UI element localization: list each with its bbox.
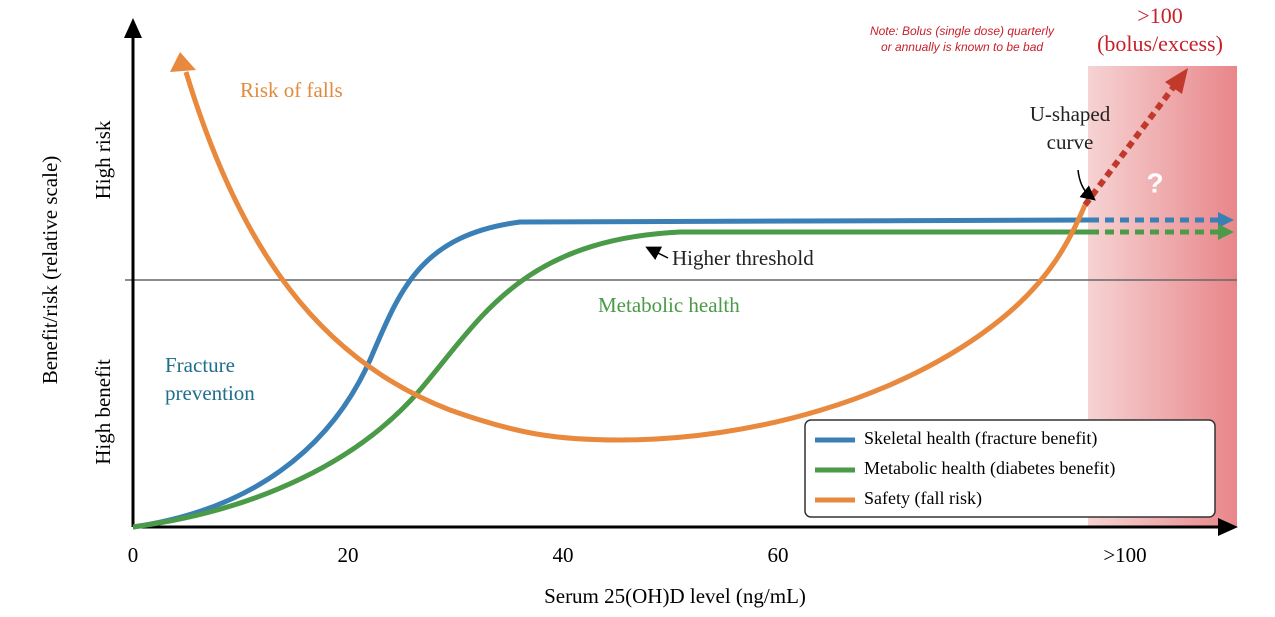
x-tick-label: 40	[553, 543, 574, 567]
label: U-shaped	[1030, 102, 1111, 126]
y-arrow	[124, 18, 142, 38]
label: Higher threshold	[672, 246, 814, 270]
x-tick-label: >100	[1103, 543, 1146, 567]
threshold-pointer	[645, 246, 669, 261]
label: curve	[1047, 130, 1094, 154]
metabolic-curve	[132, 229, 1090, 530]
label: Metabolic health	[598, 293, 740, 317]
excess-arrow	[1165, 68, 1188, 94]
x-tick-label: 20	[338, 543, 359, 567]
legend-box	[804, 419, 1216, 518]
x-tick-label: 60	[768, 543, 789, 567]
excess-label: (bolus/excess)	[1097, 31, 1223, 56]
u-pointer	[1077, 169, 1096, 201]
x-label: Serum 25(OH)D level (ng/mL)	[544, 584, 806, 608]
excess-dashed	[1082, 83, 1178, 207]
label: prevention	[165, 381, 255, 405]
legend-label: Skeletal health (fracture benefit)	[864, 428, 1097, 449]
x-arrow	[1218, 518, 1238, 536]
legend-label: Safety (fall risk)	[864, 488, 982, 509]
note: or annually is known to be bad	[881, 40, 1043, 54]
y-level: High risk	[91, 120, 115, 199]
skeletal-arrow	[1218, 212, 1234, 228]
question: ?	[1146, 167, 1163, 198]
y-level: High benefit	[91, 359, 115, 465]
note: Note: Bolus (single dose) quarterly	[870, 24, 1055, 38]
safety-curve	[183, 71, 1088, 443]
y-label: Benefit/risk (relative scale)	[38, 156, 62, 385]
legend: Skeletal health (fracture benefit) Metab…	[804, 419, 1216, 518]
legend-label: Metabolic health (diabetes benefit)	[864, 458, 1115, 479]
safety-arrow	[170, 52, 196, 72]
metabolic-arrow	[1218, 224, 1234, 240]
skeletal-curve	[132, 217, 1091, 530]
x-tick-label: 0	[128, 543, 139, 567]
excess-label: >100	[1137, 3, 1182, 28]
label: Risk of falls	[240, 78, 343, 102]
label: Fracture	[165, 353, 235, 377]
